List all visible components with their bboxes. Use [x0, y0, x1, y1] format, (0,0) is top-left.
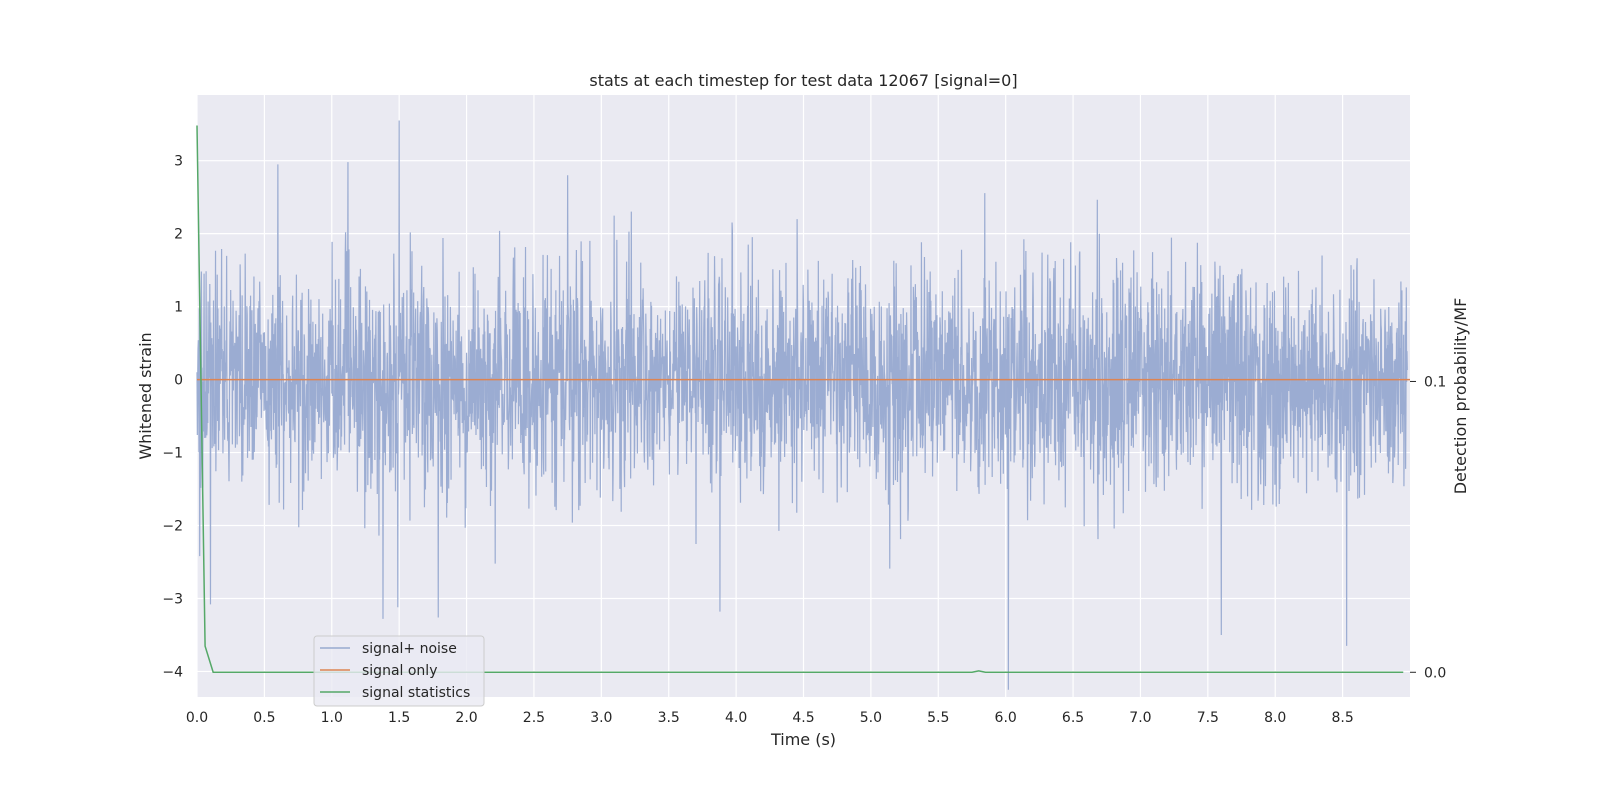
legend-label-signal-noise: signal+ noise [362, 641, 457, 657]
x-tick-label: 0.5 [253, 710, 275, 726]
legend: signal+ noise signal only signal statist… [313, 635, 485, 707]
x-tick-label: 7.5 [1197, 710, 1219, 726]
x-tick-label: 3.5 [658, 710, 680, 726]
x-tick-label: 8.5 [1331, 710, 1353, 726]
y-left-tick-label: −4 [162, 664, 183, 680]
y-left-tick-label: 1 [174, 300, 183, 316]
y-right-tick-label: 0.1 [1424, 374, 1446, 390]
y-left-tick-label: 0 [174, 373, 183, 389]
legend-label-signal-statistics: signal statistics [362, 685, 470, 701]
x-tick-label: 4.0 [725, 710, 747, 726]
y-right-tick-label: 0.0 [1424, 665, 1446, 681]
x-tick-label: 6.5 [1062, 710, 1084, 726]
x-tick-label: 1.0 [321, 710, 343, 726]
x-tick-label: 0.0 [186, 710, 208, 726]
chart-title: stats at each timestep for test data 120… [589, 71, 1017, 90]
x-tick-label: 8.0 [1264, 710, 1286, 726]
legend-label-signal-only: signal only [362, 663, 437, 679]
x-tick-label: 3.0 [590, 710, 612, 726]
y-axis-right-label: Detection probability/MF [1451, 298, 1470, 495]
y-left-tick-label: −2 [162, 519, 183, 535]
y-axis-left-label: Whitened strain [136, 332, 155, 459]
legend-box [313, 635, 485, 707]
x-tick-label: 5.0 [860, 710, 882, 726]
x-tick-label: 5.5 [927, 710, 949, 726]
y-left-tick-label: 2 [174, 227, 183, 243]
series-layer [196, 120, 1410, 690]
tick-labels: 0.0 0.5 1.0 1.5 2.0 2.5 3.0 3.5 4.0 4.5 5.0 5.5 6.0 6… [162, 154, 1446, 726]
x-tick-label: 2.5 [523, 710, 545, 726]
x-tick-label: 2.0 [455, 710, 477, 726]
x-tick-label: 1.5 [388, 710, 410, 726]
y-left-tick-label: −1 [162, 446, 183, 462]
x-tick-label: 6.0 [995, 710, 1017, 726]
series-line-signal-noise [196, 120, 1408, 690]
y-left-tick-label: 3 [174, 154, 183, 170]
x-tick-label: 7.0 [1129, 710, 1151, 726]
x-tick-label: 4.5 [792, 710, 814, 726]
x-axis-label: Time (s) [770, 730, 836, 749]
series-line-signal-statistics [196, 125, 1404, 674]
y-left-tick-label: −3 [162, 591, 183, 607]
